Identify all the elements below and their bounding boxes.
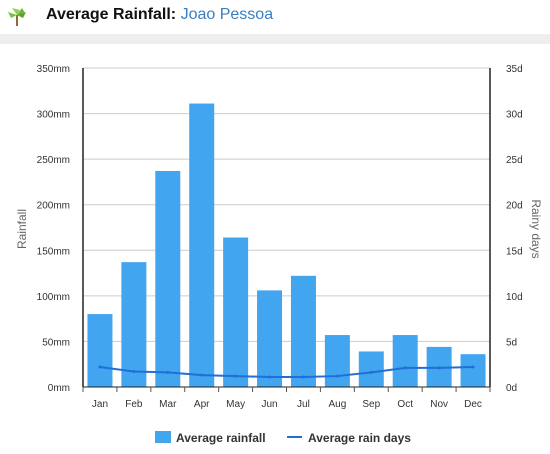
raindays-point-may bbox=[234, 374, 238, 378]
bar-feb bbox=[121, 262, 147, 387]
raindays-point-jan bbox=[98, 365, 102, 369]
y-tick-label: 200mm bbox=[37, 201, 70, 212]
bar-sep bbox=[358, 351, 384, 387]
raindays-point-apr bbox=[200, 373, 204, 377]
x-tick-label: Oct bbox=[397, 399, 413, 410]
title-label: Average Rainfall: bbox=[46, 6, 177, 23]
x-tick-label: Feb bbox=[125, 399, 143, 410]
y-axis-title: Rainfall bbox=[15, 209, 29, 249]
bar-oct bbox=[392, 335, 418, 387]
raindays-point-feb bbox=[132, 370, 136, 374]
bar-jan bbox=[87, 314, 113, 387]
x-tick-label: Jul bbox=[297, 399, 310, 410]
page-title: Average Rainfall: Joao Pessoa bbox=[46, 6, 273, 24]
rainfall-chart: 0mm 50mm 100mm 150mm 200mm 250mm 300mm 350mm 0d 5… bbox=[15, 64, 543, 445]
y2-tick-label: 0d bbox=[506, 383, 517, 394]
y2-axis-title: Rainy days bbox=[529, 199, 543, 258]
raindays-point-oct bbox=[403, 366, 407, 370]
chart-legend: Average rainfall Average rain days bbox=[155, 431, 411, 445]
y2-tick-label: 15d bbox=[506, 246, 523, 257]
x-tick-label: Nov bbox=[430, 399, 448, 410]
x-tick-label: Dec bbox=[464, 399, 482, 410]
y2-tick-label: 30d bbox=[506, 110, 523, 121]
y2-tick-label: 10d bbox=[506, 292, 523, 303]
chart-header: Average Rainfall: Joao Pessoa bbox=[0, 0, 550, 34]
bar-dec bbox=[460, 354, 486, 387]
raindays-point-aug bbox=[335, 374, 339, 378]
x-tick-label: Mar bbox=[159, 399, 177, 410]
title-city: Joao Pessoa bbox=[180, 6, 274, 23]
bar-mar bbox=[155, 170, 181, 387]
legend-label-raindays[interactable]: Average rain days bbox=[308, 431, 411, 445]
y-tick-label: 350mm bbox=[37, 64, 70, 75]
raindays-line bbox=[99, 365, 474, 378]
y-tick-label: 100mm bbox=[37, 292, 70, 303]
x-tick-label: Aug bbox=[328, 399, 346, 410]
raindays-point-sep bbox=[369, 370, 373, 374]
palm-tree-icon bbox=[8, 8, 26, 26]
y-tick-label: 150mm bbox=[37, 246, 70, 257]
bar-jul bbox=[290, 275, 316, 387]
raindays-point-dec bbox=[471, 365, 475, 369]
y-tick-label: 300mm bbox=[37, 110, 70, 121]
x-tick-label: Sep bbox=[362, 399, 380, 410]
raindays-point-nov bbox=[437, 366, 441, 370]
bar-aug bbox=[324, 335, 350, 387]
x-tick-label: Jun bbox=[261, 399, 277, 410]
bar-may bbox=[223, 237, 249, 387]
x-tick-label: Jan bbox=[92, 399, 108, 410]
y-tick-label: 250mm bbox=[37, 155, 70, 166]
x-tick-label: Apr bbox=[194, 399, 210, 410]
bar-apr bbox=[189, 103, 215, 387]
bar-jun bbox=[257, 290, 283, 387]
y2-tick-label: 5d bbox=[506, 337, 517, 348]
raindays-point-jun bbox=[268, 375, 272, 379]
header-divider bbox=[0, 34, 550, 44]
legend-swatch-rainfall[interactable] bbox=[155, 431, 171, 443]
y2-tick-label: 25d bbox=[506, 155, 523, 166]
raindays-point-jul bbox=[301, 375, 305, 379]
y2-tick-label: 20d bbox=[506, 201, 523, 212]
y-tick-label: 50mm bbox=[42, 337, 70, 348]
raindays-point-mar bbox=[166, 370, 170, 374]
x-tick-label: May bbox=[226, 399, 245, 410]
legend-label-rainfall[interactable]: Average rainfall bbox=[176, 431, 266, 445]
y-tick-label: 0mm bbox=[48, 383, 70, 394]
y2-tick-label: 35d bbox=[506, 64, 523, 75]
